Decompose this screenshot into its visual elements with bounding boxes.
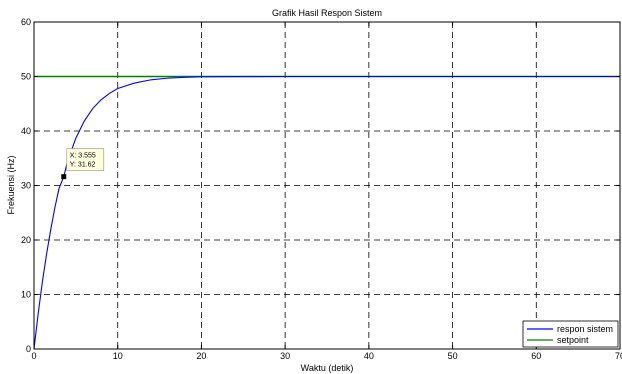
y-tick-label: 0: [26, 344, 31, 354]
y-tick-label: 60: [21, 17, 31, 27]
y-axis-title: Frekuensi (Hz): [6, 155, 16, 214]
y-tick-label: 10: [21, 290, 31, 300]
datatip-marker: [61, 174, 66, 179]
y-tick-label: 30: [21, 181, 31, 191]
datatip-y-text: Y: 31.62: [70, 162, 96, 169]
x-tick-label: 10: [113, 351, 123, 361]
y-tick-label: 50: [21, 72, 31, 82]
x-tick-label: 20: [196, 351, 206, 361]
y-tick-label: 20: [21, 235, 31, 245]
x-tick-label: 40: [364, 351, 374, 361]
chart-title: Grafik Hasil Respon Sistem: [272, 8, 382, 18]
datatip-x-text: X: 3.555: [70, 153, 96, 160]
x-axis-title: Waktu (detik): [301, 363, 354, 373]
y-tick-label: 40: [21, 126, 31, 136]
legend-label: respon sistem: [557, 324, 613, 334]
x-tick-label: 30: [280, 351, 290, 361]
x-tick-label: 60: [531, 351, 541, 361]
legend-label: setpoint: [557, 335, 589, 345]
x-tick-label: 50: [448, 351, 458, 361]
x-tick-label: 70: [615, 351, 622, 361]
x-tick-label: 0: [31, 351, 36, 361]
